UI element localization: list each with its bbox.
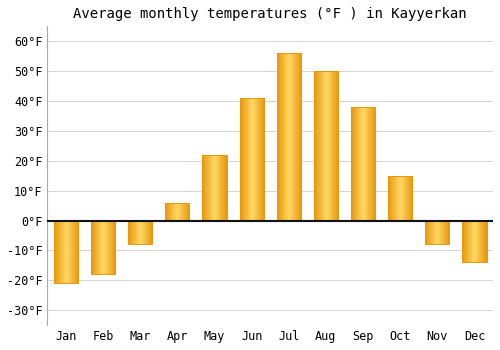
Bar	[202, 155, 226, 220]
Title: Average monthly temperatures (°F ) in Kayyerkan: Average monthly temperatures (°F ) in Ka…	[74, 7, 467, 21]
Bar	[314, 71, 338, 220]
Bar	[128, 220, 152, 245]
Bar	[426, 220, 450, 245]
Bar	[240, 98, 264, 220]
Bar	[276, 53, 301, 220]
Bar	[462, 220, 486, 262]
Bar	[91, 220, 115, 274]
Bar	[54, 220, 78, 284]
Bar	[166, 203, 190, 220]
Bar	[388, 176, 412, 220]
Bar	[351, 107, 375, 220]
